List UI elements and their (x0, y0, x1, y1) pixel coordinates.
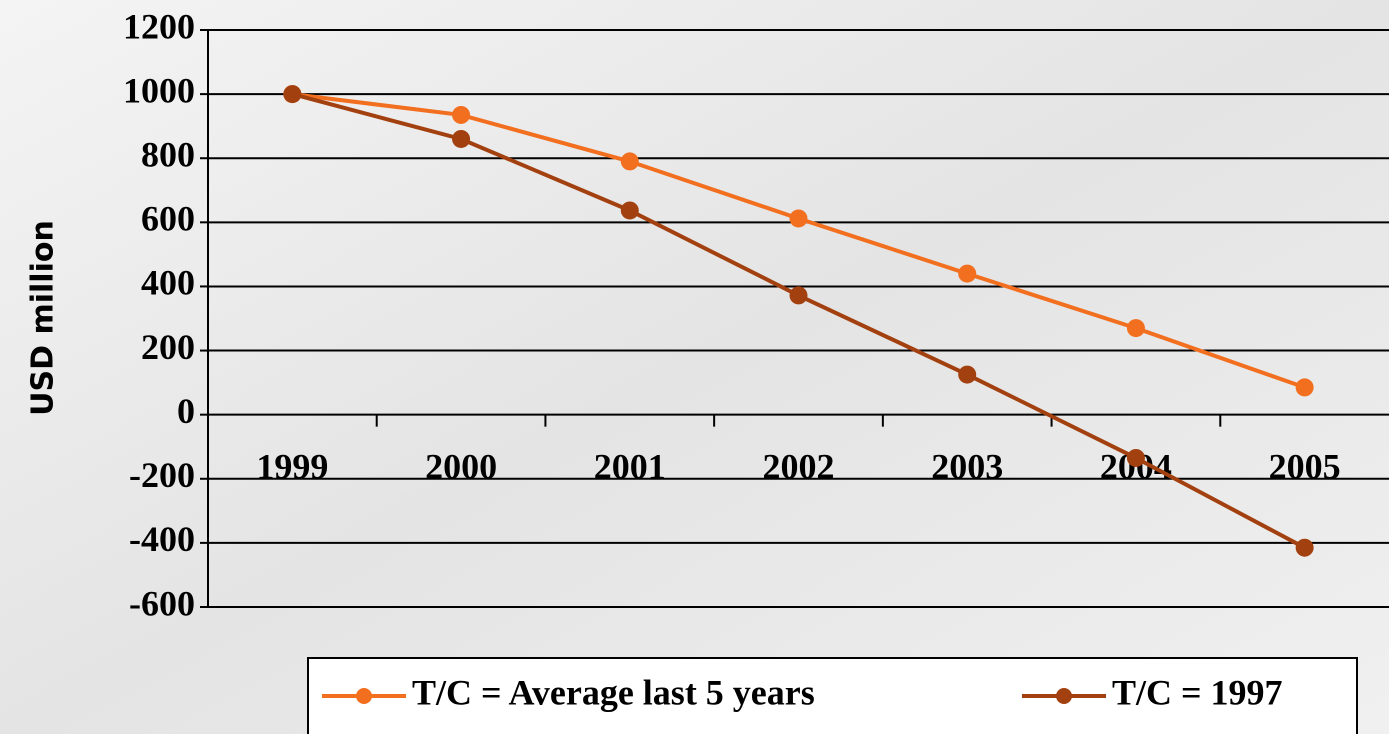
y-axis-label: USD million (26, 220, 61, 416)
y-tick-label: 1200 (123, 6, 195, 46)
point (1295, 378, 1314, 397)
legend-marker (356, 688, 372, 704)
x-tick-label: 2001 (594, 446, 666, 486)
point (1126, 319, 1145, 338)
point (1126, 448, 1145, 467)
y-tick-label: -200 (129, 455, 195, 495)
y-tick-label: 600 (141, 199, 195, 239)
y-tick-label: -600 (129, 583, 195, 623)
y-tick-label: 200 (141, 327, 195, 367)
point (958, 365, 977, 384)
point (620, 152, 639, 171)
point (452, 105, 471, 124)
x-tick-label: 2003 (931, 446, 1003, 486)
legend-label: T/C = Average last 5 years (412, 672, 815, 712)
legend-marker (1056, 688, 1072, 704)
x-tick-label: 2002 (763, 446, 835, 486)
y-tick-label: 0 (177, 391, 195, 431)
x-tick-label: 2005 (1269, 446, 1341, 486)
point (620, 201, 639, 220)
y-tick-label: 800 (141, 134, 195, 174)
point (958, 264, 977, 283)
legend (307, 657, 1358, 734)
point (283, 85, 302, 104)
point (1295, 538, 1314, 557)
y-tick-label: -400 (129, 519, 195, 559)
y-tick-label: 1000 (123, 70, 195, 110)
point (789, 209, 808, 228)
legend-label: T/C = 1997 (1112, 672, 1283, 712)
point (789, 286, 808, 305)
x-tick-label: 2000 (425, 446, 497, 486)
point (452, 129, 471, 148)
y-tick-label: 400 (141, 263, 195, 303)
x-tick-label: 1999 (256, 446, 328, 486)
